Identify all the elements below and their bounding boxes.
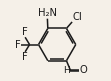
Text: H: H <box>63 66 70 75</box>
Text: F: F <box>15 40 21 50</box>
Text: O: O <box>79 65 87 75</box>
Text: F: F <box>22 27 28 37</box>
Text: H₂N: H₂N <box>38 8 57 18</box>
Text: Cl: Cl <box>72 12 82 22</box>
Text: F: F <box>22 52 28 62</box>
